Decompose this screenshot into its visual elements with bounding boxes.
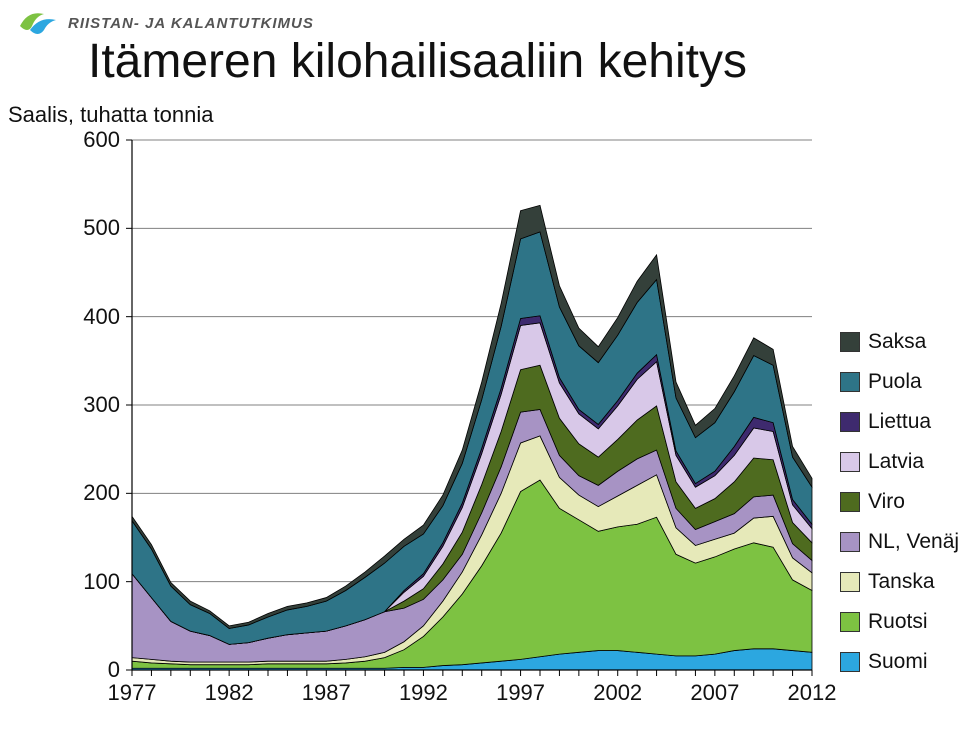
x-tick-label: 2002 xyxy=(593,680,642,706)
stacked-area-chart xyxy=(64,130,814,710)
legend-item-Tanska: Tanska xyxy=(840,570,960,594)
legend-swatch xyxy=(840,412,860,432)
legend-item-NL_Venaja: NL, Venäjä xyxy=(840,530,960,554)
legend-label: Ruotsi xyxy=(868,610,928,634)
x-tick-label: 1987 xyxy=(302,680,351,706)
logo-swirl-icon xyxy=(14,6,58,40)
y-tick-label: 500 xyxy=(64,215,120,241)
legend-swatch xyxy=(840,452,860,472)
legend-item-Latvia: Latvia xyxy=(840,450,960,474)
legend-swatch xyxy=(840,332,860,352)
legend-swatch xyxy=(840,652,860,672)
page-title: Itämeren kilohailisaaliin kehitys xyxy=(88,34,747,89)
y-tick-label: 400 xyxy=(64,304,120,330)
chart-area: 0100200300400500600 19771982198719921997… xyxy=(64,130,814,710)
legend-swatch xyxy=(840,372,860,392)
x-tick-label: 2012 xyxy=(788,680,837,706)
y-tick-label: 200 xyxy=(64,480,120,506)
legend-label: Tanska xyxy=(868,570,935,594)
legend-label: Puola xyxy=(868,370,922,394)
legend-item-Viro: Viro xyxy=(840,490,960,514)
legend-label: Viro xyxy=(868,490,905,514)
y-tick-label: 600 xyxy=(64,127,120,153)
legend-label: NL, Venäjä xyxy=(868,530,960,554)
legend-label: Saksa xyxy=(868,330,926,354)
y-tick-label: 300 xyxy=(64,392,120,418)
legend-item-Ruotsi: Ruotsi xyxy=(840,610,960,634)
x-tick-label: 2007 xyxy=(690,680,739,706)
legend: Saksa Puola Liettua Latvia Viro NL, Venäjä Tan… xyxy=(840,330,960,674)
y-axis-title: Saalis, tuhatta tonnia xyxy=(8,102,213,128)
legend-label: Latvia xyxy=(868,450,924,474)
y-tick-label: 100 xyxy=(64,569,120,595)
logo-text: RIISTAN- JA KALANTUTKIMUS xyxy=(68,15,314,32)
x-tick-label: 1997 xyxy=(496,680,545,706)
legend-label: Suomi xyxy=(868,650,928,674)
legend-swatch xyxy=(840,532,860,552)
x-tick-label: 1982 xyxy=(205,680,254,706)
x-tick-label: 1992 xyxy=(399,680,448,706)
legend-item-Suomi: Suomi xyxy=(840,650,960,674)
legend-label: Liettua xyxy=(868,410,931,434)
legend-item-Liettua: Liettua xyxy=(840,410,960,434)
legend-swatch xyxy=(840,612,860,632)
legend-item-Puola: Puola xyxy=(840,370,960,394)
legend-swatch xyxy=(840,492,860,512)
legend-item-Saksa: Saksa xyxy=(840,330,960,354)
x-tick-label: 1977 xyxy=(108,680,157,706)
legend-swatch xyxy=(840,572,860,592)
